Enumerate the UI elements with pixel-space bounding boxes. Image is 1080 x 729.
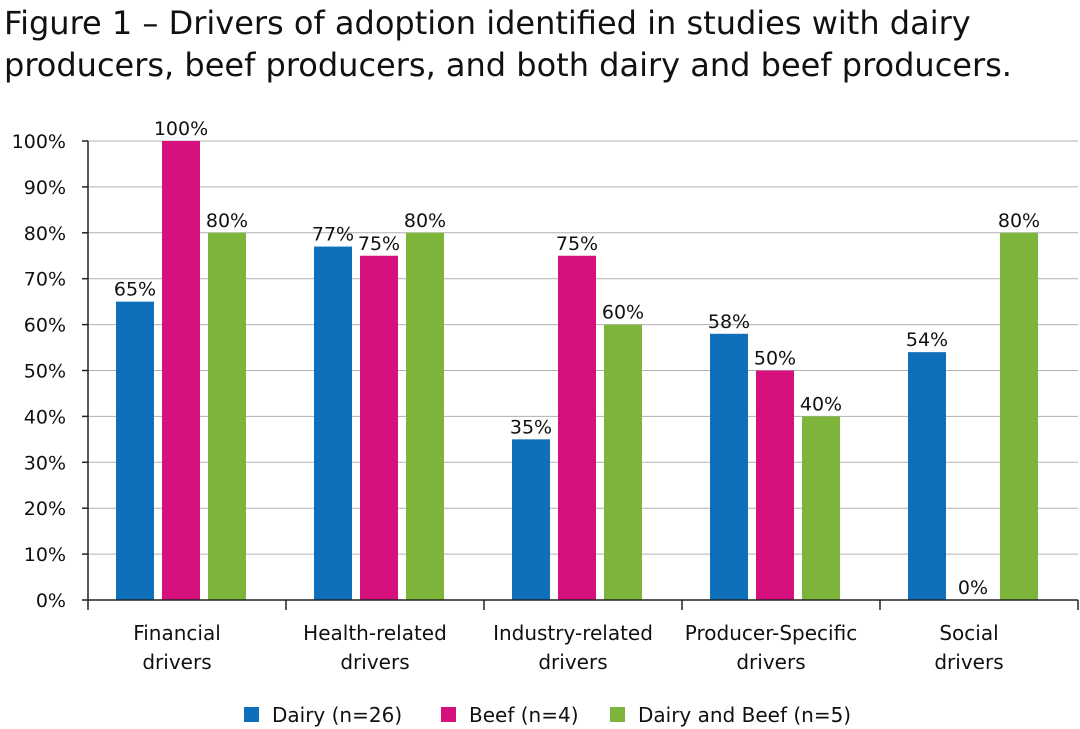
y-tick-label: 0% xyxy=(36,590,66,612)
x-category-label: Producer-Specific xyxy=(685,621,857,645)
x-category-label: drivers xyxy=(340,650,409,674)
data-label: 58% xyxy=(708,311,750,333)
y-tick-label: 40% xyxy=(24,406,66,428)
data-label: 80% xyxy=(206,210,248,232)
y-tick-labels: 0% 10% 20% 30% 40% 50% 60% 70% 80% 90% 100% xyxy=(12,131,88,612)
data-labels: 65% 77% 35% 58% 54% 100% 75% 75% 50% 0% 80% 80% 60% 4… xyxy=(114,118,1040,599)
y-tick-label: 30% xyxy=(24,452,66,474)
data-label: 100% xyxy=(154,118,208,140)
bar xyxy=(116,301,154,600)
x-category-label: drivers xyxy=(142,650,211,674)
data-label: 60% xyxy=(602,302,644,324)
legend-label: Dairy and Beef (n=5) xyxy=(638,703,851,727)
x-category-labels: Financial drivers Health-related drivers Ind… xyxy=(133,621,1003,674)
y-tick-label: 70% xyxy=(24,269,66,291)
y-tick-label: 10% xyxy=(24,544,66,566)
bar xyxy=(802,416,840,600)
data-label: 77% xyxy=(312,224,354,246)
x-category-label: Financial xyxy=(133,621,221,645)
x-category-label: Health-related xyxy=(303,621,447,645)
data-label: 75% xyxy=(556,233,598,255)
legend-swatch xyxy=(244,707,259,722)
x-category-label: Industry-related xyxy=(493,621,653,645)
bar xyxy=(208,232,246,601)
y-tick-label: 80% xyxy=(24,223,66,245)
x-category-label: drivers xyxy=(934,650,1003,674)
x-category-label: Social xyxy=(939,621,998,645)
data-label: 0% xyxy=(958,577,988,599)
y-tick-label: 60% xyxy=(24,315,66,337)
y-tick-label: 20% xyxy=(24,498,66,520)
x-category-label: drivers xyxy=(538,650,607,674)
bar xyxy=(314,246,352,600)
legend-swatch xyxy=(441,707,456,722)
bar xyxy=(558,255,596,600)
y-tick-label: 100% xyxy=(12,131,66,153)
y-tick-label: 90% xyxy=(24,177,66,199)
legend-label: Dairy (n=26) xyxy=(272,703,402,727)
data-label: 50% xyxy=(754,348,796,370)
data-label: 80% xyxy=(404,210,446,232)
bar xyxy=(512,439,550,600)
data-label: 54% xyxy=(906,329,948,351)
bar xyxy=(908,352,946,600)
bar xyxy=(162,141,200,600)
data-label: 80% xyxy=(998,210,1040,232)
data-label: 75% xyxy=(358,233,400,255)
legend-swatch xyxy=(610,707,625,722)
chart-title: Figure 1 – Drivers of adoption identifie… xyxy=(4,4,1012,84)
data-label: 65% xyxy=(114,279,156,301)
bar xyxy=(710,333,748,600)
data-label: 35% xyxy=(510,416,552,438)
legend-label: Beef (n=4) xyxy=(469,703,579,727)
y-tick-label: 50% xyxy=(24,361,66,383)
bar xyxy=(360,255,398,600)
legend: Dairy (n=26) Beef (n=4) Dairy and Beef (n=… xyxy=(244,703,851,727)
data-label: 40% xyxy=(800,393,842,415)
bar xyxy=(756,370,794,600)
bar xyxy=(406,232,444,601)
x-category-label: drivers xyxy=(736,650,805,674)
bar xyxy=(604,324,642,600)
bars xyxy=(116,141,1038,601)
bar xyxy=(1000,232,1038,601)
